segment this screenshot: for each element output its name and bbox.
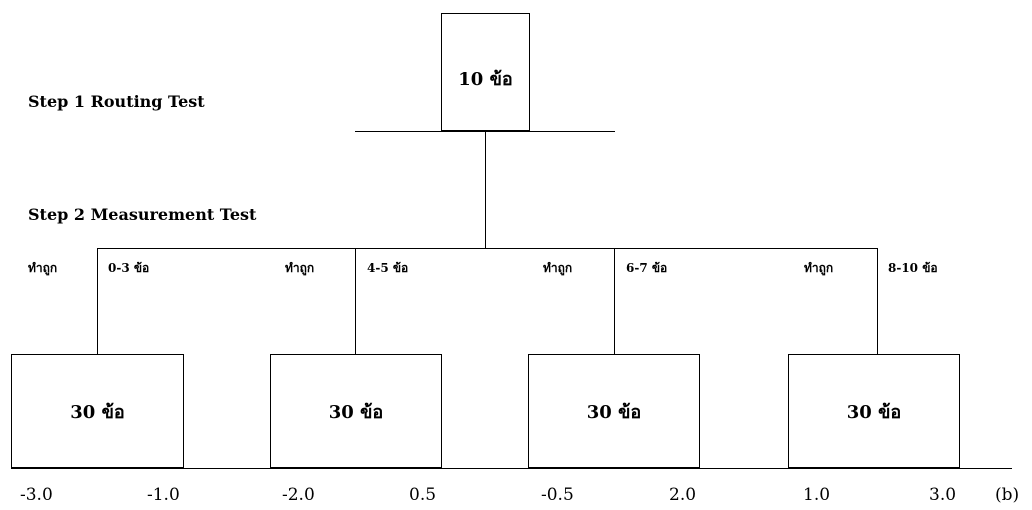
box-1-scale-low: -3.0 <box>20 485 53 505</box>
step-1-label: Step 1 Routing Test <box>28 92 205 111</box>
box-2-scale-low: -2.0 <box>282 485 315 505</box>
measurement-box-1-label: 30 ข้อ <box>70 402 125 423</box>
measurement-box-3: 30 ข้อ <box>528 354 700 468</box>
branch-3-range: 6-7 ข้อ <box>626 261 668 275</box>
ability-axis <box>11 468 1012 469</box>
axis-marker: (b) <box>995 485 1020 505</box>
branch-3-prefix: ทำถูก <box>543 261 573 275</box>
measurement-box-2-label: 30 ข้อ <box>328 402 384 423</box>
branch-2-range: 4-5 ข้อ <box>367 261 409 275</box>
branch-connector <box>97 248 878 249</box>
branch-drop-4 <box>877 248 878 354</box>
branch-drop-1 <box>97 248 98 354</box>
measurement-box-4: 30 ข้อ <box>788 354 960 468</box>
measurement-box-1: 30 ข้อ <box>11 354 184 468</box>
measurement-box-2: 30 ข้อ <box>270 354 442 468</box>
routing-test-box: 10 ข้อ <box>441 13 530 131</box>
branch-drop-3 <box>614 248 615 354</box>
box-3-scale-low: -0.5 <box>541 485 574 505</box>
measurement-box-3-label: 30 ข้อ <box>586 402 642 423</box>
branch-4-range: 8-10 ข้อ <box>888 261 938 275</box>
box-1-scale-high: -1.0 <box>147 485 180 505</box>
box-4-scale-low: 1.0 <box>803 485 831 505</box>
branch-4-prefix: ทำถูก <box>804 261 834 275</box>
measurement-box-4-label: 30 ข้อ <box>846 402 902 423</box>
branch-1-prefix: ทำถูก <box>28 261 58 275</box>
step-2-label: Step 2 Measurement Test <box>28 205 257 224</box>
branch-1-range: 0-3 ข้อ <box>108 261 150 275</box>
routing-stem <box>485 131 486 248</box>
branch-2-prefix: ทำถูก <box>285 261 315 275</box>
box-4-scale-high: 3.0 <box>929 485 957 505</box>
box-3-scale-high: 2.0 <box>669 485 697 505</box>
branch-drop-2 <box>355 248 356 354</box>
box-2-scale-high: 0.5 <box>409 485 437 505</box>
routing-box-label: 10 ข้อ <box>458 69 513 90</box>
